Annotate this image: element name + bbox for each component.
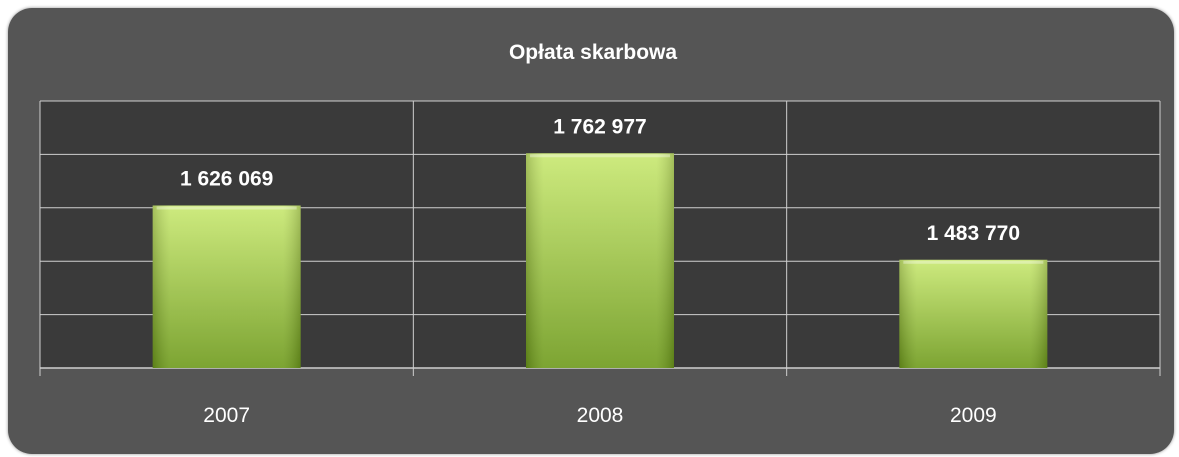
bar-shine-2008	[526, 153, 674, 368]
bar-shine-2007	[152, 205, 301, 368]
x-tick-2008: 2008	[577, 404, 624, 427]
value-label-2008: 1 762 977	[553, 115, 646, 138]
bar-highlight-2008	[530, 154, 670, 158]
chart-title: Opłata skarbowa	[509, 41, 677, 64]
bar-highlight-2009	[903, 260, 1044, 264]
value-label-2007: 1 626 069	[180, 167, 273, 190]
value-label-2009: 1 483 770	[927, 222, 1020, 245]
value-labels: 1 626 069 1 762 977 1 483 770	[180, 115, 1020, 244]
bar-shine-2009	[899, 259, 1048, 368]
bar-highlight-2007	[156, 206, 297, 210]
bars	[152, 153, 1048, 368]
x-tick-2007: 2007	[203, 404, 250, 427]
x-tick-2009: 2009	[950, 404, 997, 427]
x-axis-tick-labels: 2007 2008 2009	[203, 404, 996, 427]
